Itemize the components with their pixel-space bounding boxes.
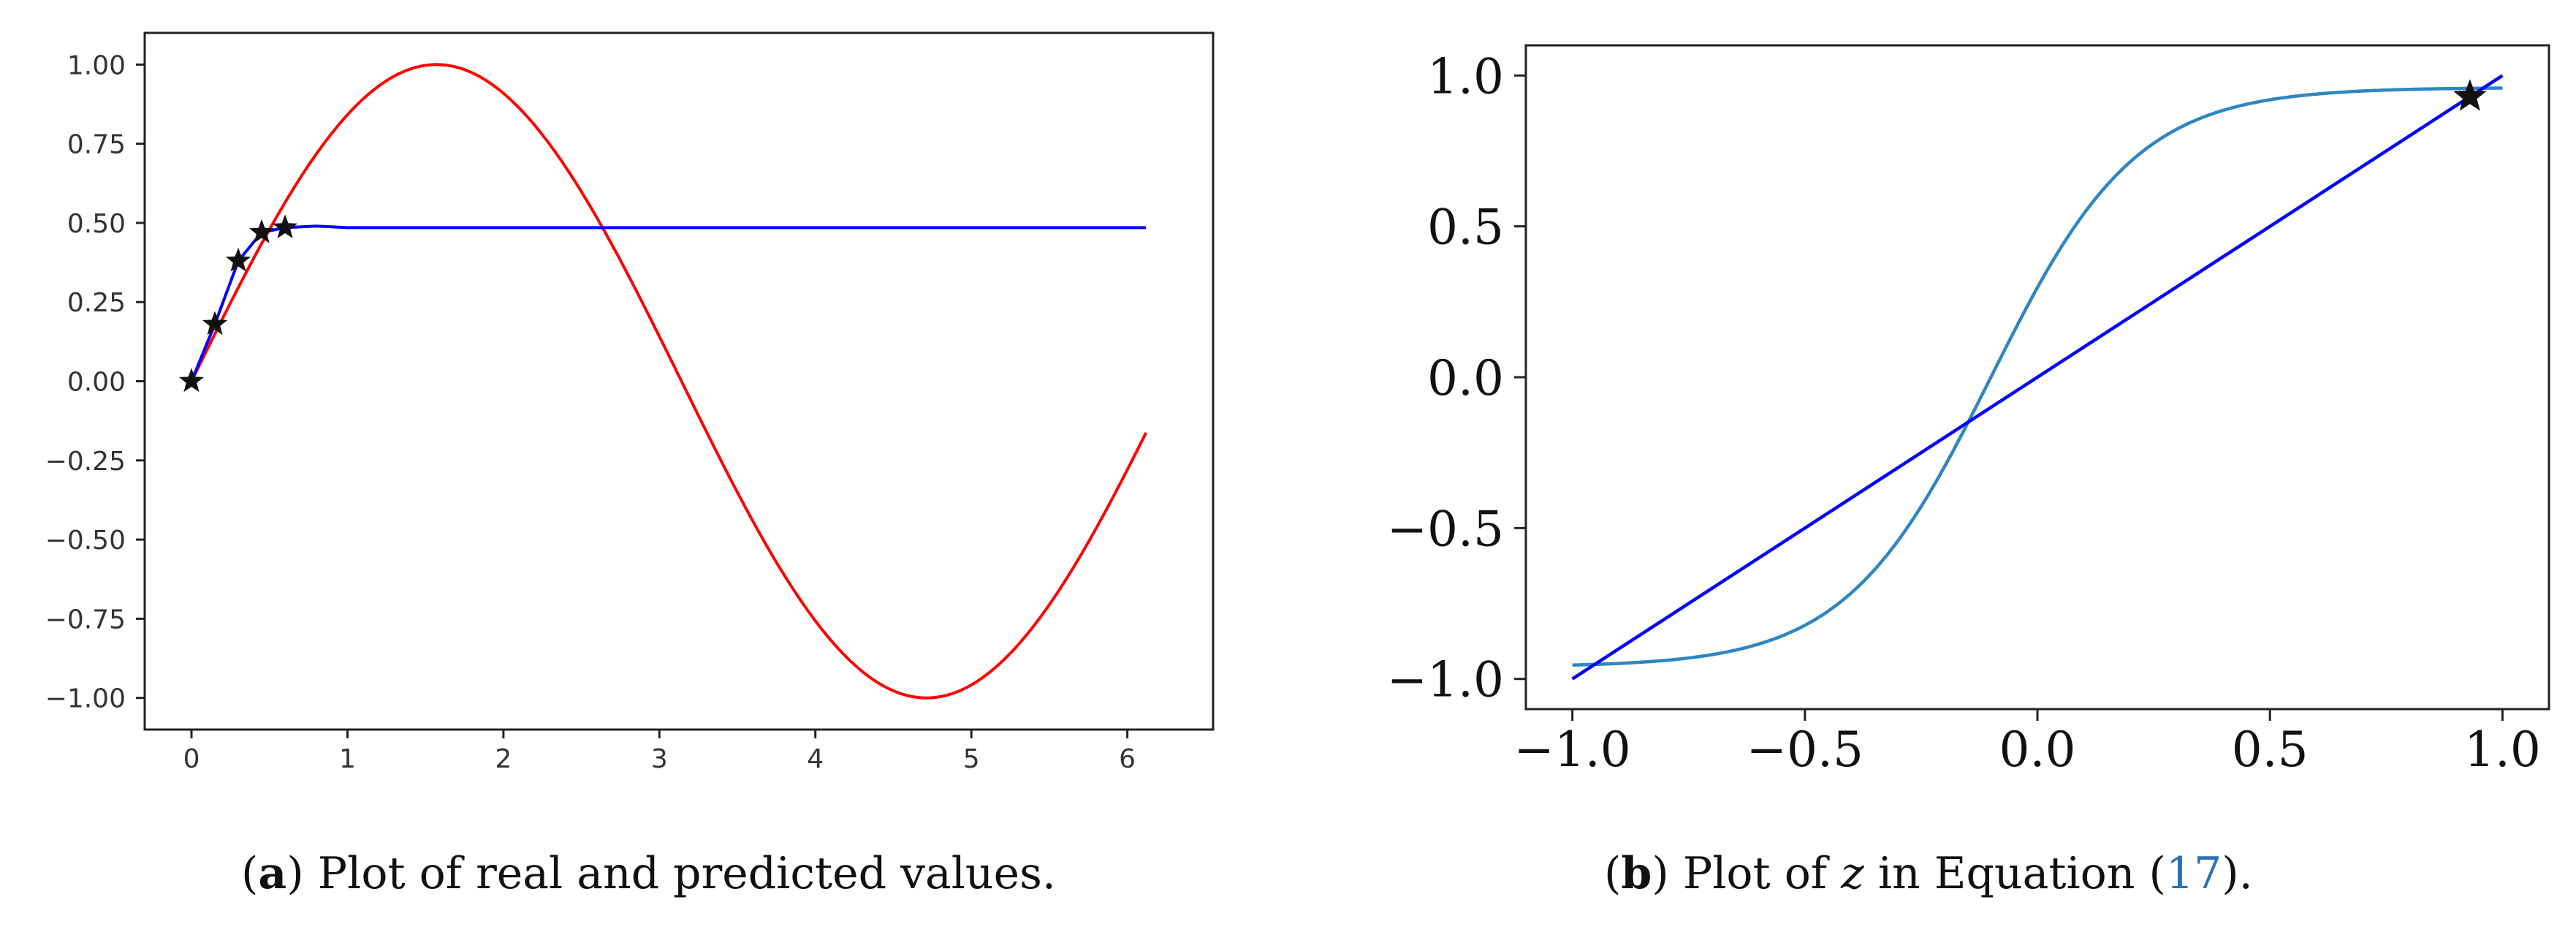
chart-a-star-marker	[178, 368, 205, 393]
chart-a-ytick-label: −0.50	[45, 526, 126, 556]
caption-a-text: ) Plot of real and predicted values.	[286, 848, 1056, 899]
chart-b-xtick-label: −0.5	[1747, 722, 1863, 778]
chart-a-ytick-label: −1.00	[45, 684, 126, 714]
chart-a-ytick-label: 1.00	[67, 50, 126, 80]
caption-b: (b) Plot of z in Equation (17).	[1604, 848, 2253, 899]
chart-a-series-real	[190, 63, 1147, 700]
chart-b-ytick-label: 0.5	[1427, 200, 1504, 256]
chart-a-xtick-label: 0	[183, 744, 200, 774]
chart-a-xtick-label: 4	[807, 744, 824, 774]
chart-b: 1.0 0.5 0.0 −0.5 −1.0−1.0 −0.5 0.0 0.5 1.0	[1387, 44, 2550, 778]
chart-b-ytick-label: −0.5	[1387, 501, 1504, 557]
chart-b-ytick-label: 0.0	[1427, 350, 1504, 406]
caption-b-var: z	[1841, 848, 1864, 899]
chart-a-star-marker	[273, 214, 298, 238]
chart-a-ytick-label: 0.50	[67, 209, 126, 239]
chart-a-xtick-label: 2	[495, 744, 512, 774]
chart-b-series-identity	[1571, 74, 2504, 681]
caption-b-text-after: ).	[2222, 848, 2253, 899]
caption-b-label: b	[1621, 848, 1652, 899]
chart-a-ytick-label: 0.00	[67, 368, 126, 398]
chart-b-star-marker	[2453, 79, 2487, 111]
chart-a-star-marker	[249, 219, 275, 243]
chart-b-ytick-label: −1.0	[1387, 652, 1504, 708]
chart-a-ytick-label: −0.75	[45, 605, 126, 635]
caption-a: (a) Plot of real and predicted values.	[241, 848, 1056, 899]
chart-a-xtick-label: 6	[1119, 744, 1136, 774]
chart-b-xtick-label: 1.0	[2464, 722, 2541, 778]
chart-a-ytick-label: 0.25	[67, 288, 126, 318]
caption-b-text-mid: in Equation (	[1863, 848, 2166, 899]
chart-a: 1.00 0.75 0.50 0.25 0.00 −0.25 −0.50 −0.75 −1.00…	[45, 31, 1215, 774]
chart-a-star-marker	[202, 311, 228, 336]
chart-b-series-sigmoid	[1572, 86, 2503, 667]
chart-b-ytick-label: 1.0	[1427, 48, 1504, 105]
chart-b-xtick-label: 0.0	[1999, 722, 2076, 778]
chart-a-ytick-label: −0.25	[45, 447, 126, 477]
chart-a-xtick-label: 5	[963, 744, 980, 774]
chart-b-xtick-label: 0.5	[2232, 722, 2309, 778]
chart-a-series-predicted	[190, 224, 1147, 382]
chart-a-xtick-label: 1	[339, 744, 356, 774]
chart-b-xtick-label: −1.0	[1514, 722, 1631, 778]
equation-ref-link[interactable]: 17	[2165, 848, 2222, 899]
chart-a-frame	[143, 31, 1215, 731]
chart-a-star-marker	[225, 247, 251, 272]
chart-a-xtick-label: 3	[651, 744, 668, 774]
caption-b-text-before: ) Plot of	[1652, 848, 1842, 899]
caption-a-label: a	[258, 848, 287, 899]
chart-a-ytick-label: 0.75	[67, 130, 126, 160]
